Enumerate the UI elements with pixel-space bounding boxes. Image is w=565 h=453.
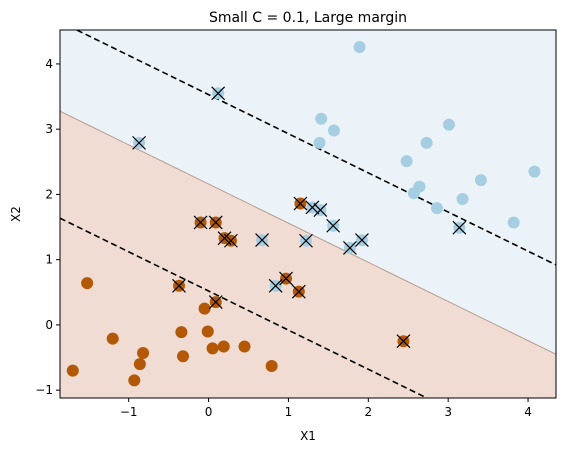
- chart-title: Small C = 0.1, Large margin: [209, 10, 407, 26]
- class-0-point: [133, 358, 146, 371]
- class-1-point: [400, 155, 413, 168]
- x-tick-label: 2: [364, 405, 372, 419]
- support-vector-marker: [293, 196, 308, 211]
- support-vector-marker: [452, 220, 467, 235]
- class-0-point: [175, 326, 188, 339]
- y-tick-label: 0: [45, 318, 53, 332]
- support-vector-marker: [132, 135, 146, 150]
- class-0-point: [106, 332, 119, 345]
- class-0-point: [206, 342, 219, 355]
- support-vector-marker: [172, 278, 186, 293]
- support-vector-marker: [396, 334, 411, 349]
- region-class-0: [60, 111, 556, 398]
- support-vector-marker: [193, 215, 208, 230]
- class-1-point: [420, 136, 433, 149]
- decision-regions: [60, 30, 556, 398]
- decision-boundary-line: [60, 110, 556, 355]
- class-1-point: [528, 165, 541, 178]
- class-1-point: [313, 136, 326, 149]
- x-tick-label: 4: [524, 405, 532, 419]
- x-axis-label: X1: [300, 429, 316, 443]
- class-0-point: [217, 340, 230, 353]
- support-vector-marker: [305, 200, 320, 215]
- class-0-point: [201, 325, 214, 338]
- x-tick-label: −1: [120, 405, 138, 419]
- support-vector-marker: [211, 86, 226, 101]
- class-1-point: [456, 192, 469, 205]
- upper-margin-line: [74, 30, 556, 266]
- x-tick-label: 1: [285, 405, 293, 419]
- class-0-point: [66, 364, 79, 377]
- y-tick-label: 1: [45, 253, 53, 267]
- class-1-point: [407, 187, 420, 200]
- support-vector-marker: [255, 233, 269, 248]
- class-1-point: [474, 174, 487, 187]
- support-vector-marker: [279, 271, 293, 286]
- y-axis-ticks: −1 0 1 2 3 4: [35, 57, 60, 397]
- support-vector-marker: [291, 284, 306, 299]
- class-1-point: [327, 124, 340, 137]
- axes-frame: [59, 29, 557, 399]
- support-vector-marker: [208, 215, 223, 230]
- support-vector-marker: [208, 295, 223, 310]
- class-0-point: [238, 340, 251, 353]
- support-vector-markers: [132, 86, 467, 349]
- y-tick-label: −1: [35, 383, 53, 397]
- support-vector-marker: [223, 233, 238, 248]
- class-0-point: [198, 302, 211, 315]
- support-vector-marker: [313, 203, 328, 218]
- x-axis-ticks: −1 0 1 2 3 4: [120, 398, 532, 419]
- support-vector-marker: [326, 218, 341, 233]
- y-tick-label: 4: [45, 57, 53, 71]
- lower-margin-line: [60, 217, 429, 398]
- x-tick-label: 0: [205, 405, 213, 419]
- support-vector-marker: [268, 278, 283, 293]
- boundary-and-margin-lines: [60, 30, 556, 398]
- y-tick-label: 3: [45, 122, 53, 136]
- class-1-point: [353, 40, 366, 53]
- class-0-point: [177, 350, 190, 363]
- y-axis-label: X2: [9, 206, 23, 222]
- class-1-point: [315, 112, 328, 125]
- class-0-point: [128, 374, 141, 387]
- support-vector-marker: [354, 233, 369, 248]
- class-1-point: [442, 118, 455, 131]
- class-0-point: [137, 346, 150, 359]
- support-vector-marker: [343, 241, 357, 255]
- x-tick-label: 3: [444, 405, 452, 419]
- y-tick-label: 2: [45, 187, 53, 201]
- class-1-point: [507, 216, 520, 229]
- class-1-point: [430, 202, 443, 215]
- class-0-point: [81, 277, 94, 290]
- support-vector-marker: [299, 233, 313, 248]
- class-0-point: [265, 360, 278, 373]
- region-class-1: [60, 30, 556, 355]
